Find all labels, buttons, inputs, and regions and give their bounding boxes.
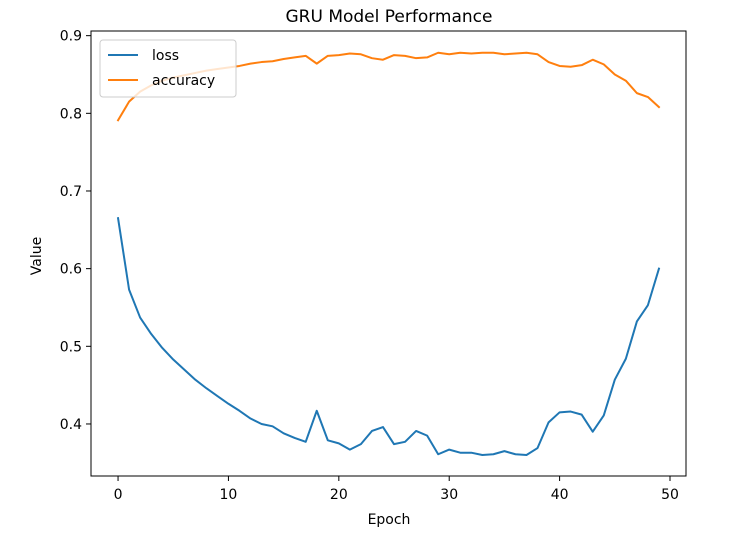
legend-label-accuracy: accuracy — [152, 73, 215, 89]
x-tick-label: 0 — [114, 487, 123, 503]
series-line-loss — [116, 217, 661, 457]
y-tick-label: 0.8 — [60, 106, 82, 122]
y-axis-label: Value — [29, 237, 45, 275]
y-tick-label: 0.5 — [60, 339, 82, 355]
x-axis-label: Epoch — [368, 512, 411, 528]
x-tick-label: 40 — [551, 487, 569, 503]
plot-frame — [90, 30, 687, 477]
y-tick-label: 0.9 — [60, 29, 82, 45]
y-tick-label: 0.4 — [60, 417, 82, 433]
y-axis-ticks: 0.4 0.5 0.6 0.7 0.8 0.9 — [60, 29, 91, 433]
x-tick-label: 50 — [661, 487, 679, 503]
x-axis-ticks: 0 10 20 30 40 50 — [114, 476, 679, 503]
x-tick-label: 20 — [330, 487, 348, 503]
chart-title: GRU Model Performance — [285, 7, 492, 27]
plot-area — [90, 30, 687, 477]
y-tick-label: 0.6 — [60, 262, 82, 278]
y-tick-label: 0.7 — [60, 184, 82, 200]
legend-label-loss: loss — [152, 48, 179, 64]
legend: loss accuracy — [99, 39, 237, 98]
x-tick-label: 30 — [440, 487, 458, 503]
x-tick-label: 10 — [220, 487, 238, 503]
